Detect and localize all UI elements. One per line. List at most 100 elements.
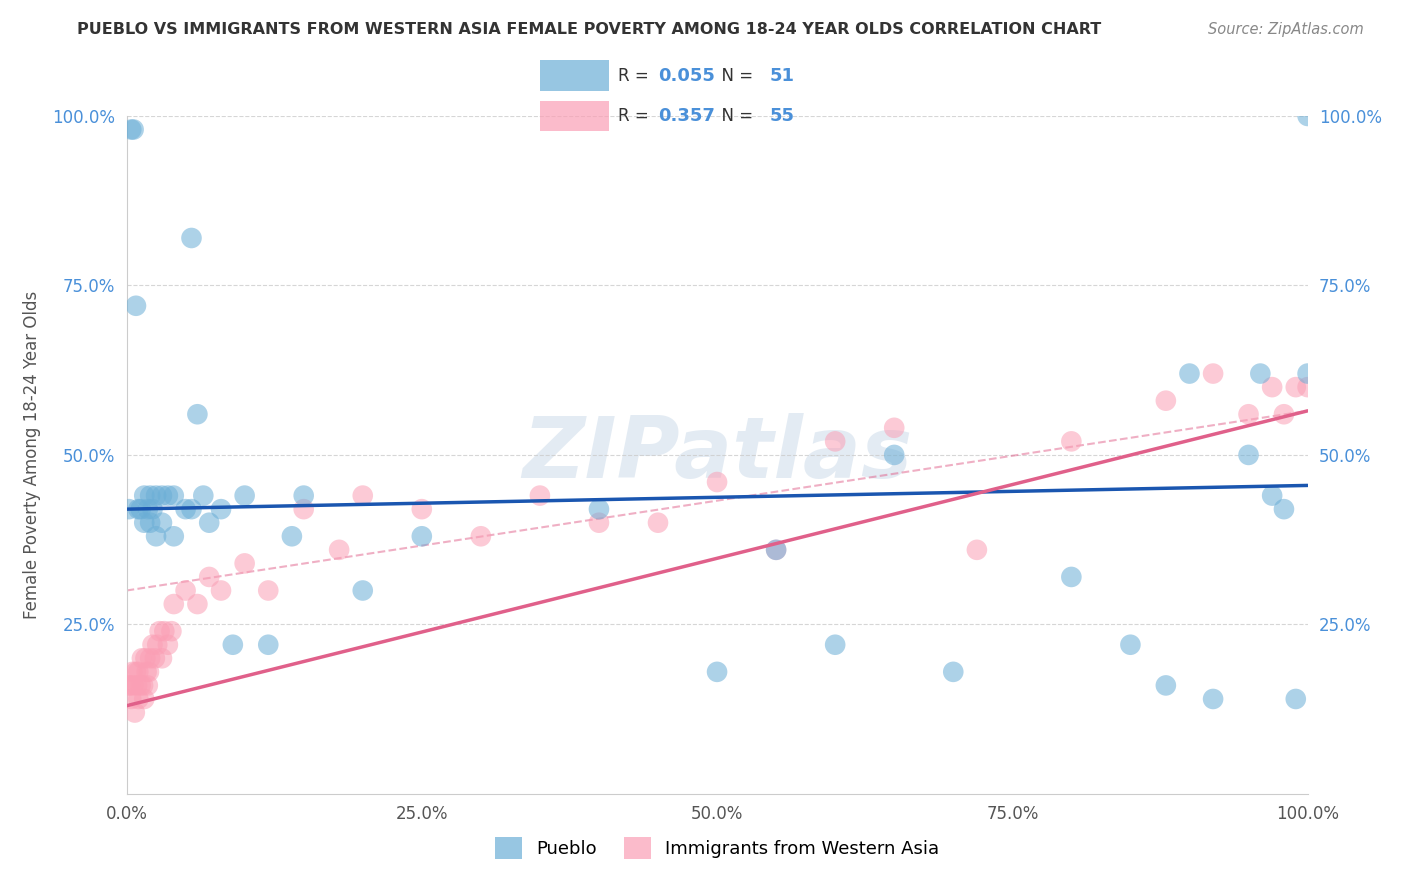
Text: R =: R = — [617, 107, 654, 125]
Point — [139, 651, 162, 665]
Point — [1060, 570, 1083, 584]
Text: Source: ZipAtlas.com: Source: ZipAtlas.com — [1208, 22, 1364, 37]
Point — [352, 489, 374, 503]
Point — [529, 489, 551, 503]
Point — [222, 638, 245, 652]
Point — [942, 665, 965, 679]
Point — [1285, 692, 1308, 706]
Point — [1178, 367, 1201, 381]
Point — [163, 489, 186, 503]
Point — [1296, 109, 1319, 123]
Point — [145, 529, 167, 543]
Point — [198, 516, 221, 530]
Point — [411, 529, 433, 543]
Point — [131, 651, 153, 665]
Text: N =: N = — [710, 107, 758, 125]
Point — [141, 502, 163, 516]
Point — [136, 502, 159, 516]
Point — [118, 678, 141, 692]
Point — [233, 489, 256, 503]
Point — [1296, 380, 1319, 394]
Point — [127, 502, 149, 516]
Point — [1285, 380, 1308, 394]
Point — [136, 678, 159, 692]
Point — [129, 502, 152, 516]
Point — [186, 407, 208, 421]
Point — [163, 529, 186, 543]
Point — [127, 692, 149, 706]
Text: R =: R = — [617, 67, 654, 85]
Point — [125, 665, 148, 679]
Point — [588, 502, 610, 516]
Point — [706, 475, 728, 489]
Point — [160, 624, 183, 639]
Point — [1060, 434, 1083, 449]
Point — [121, 665, 143, 679]
Point — [647, 516, 669, 530]
Point — [352, 583, 374, 598]
Point — [122, 122, 145, 136]
Point — [180, 231, 202, 245]
Point — [765, 542, 787, 557]
Point — [163, 597, 186, 611]
Point — [233, 557, 256, 571]
Point — [1249, 367, 1271, 381]
Point — [150, 489, 173, 503]
Point — [1272, 502, 1295, 516]
Point — [146, 638, 169, 652]
Point — [139, 489, 162, 503]
Point — [883, 448, 905, 462]
Point — [141, 638, 163, 652]
Point — [209, 583, 232, 598]
Point — [124, 706, 146, 720]
Point — [292, 502, 315, 516]
Point — [120, 678, 142, 692]
Point — [824, 638, 846, 652]
Point — [120, 692, 142, 706]
Point — [134, 692, 156, 706]
Point — [281, 529, 304, 543]
Point — [134, 651, 156, 665]
Point — [150, 651, 173, 665]
Point — [120, 122, 142, 136]
Text: PUEBLO VS IMMIGRANTS FROM WESTERN ASIA FEMALE POVERTY AMONG 18-24 YEAR OLDS CORR: PUEBLO VS IMMIGRANTS FROM WESTERN ASIA F… — [77, 22, 1101, 37]
Point — [1261, 380, 1284, 394]
Point — [257, 583, 280, 598]
Point — [127, 678, 149, 692]
Point — [1202, 367, 1225, 381]
Point — [1154, 678, 1177, 692]
Point — [1119, 638, 1142, 652]
Point — [139, 516, 162, 530]
Point — [156, 638, 179, 652]
Text: N =: N = — [710, 67, 758, 85]
Point — [1272, 407, 1295, 421]
Point — [883, 421, 905, 435]
Point — [135, 665, 157, 679]
Legend: Pueblo, Immigrants from Western Asia: Pueblo, Immigrants from Western Asia — [488, 830, 946, 866]
Point — [292, 489, 315, 503]
Point — [1261, 489, 1284, 503]
Point — [129, 678, 152, 692]
Point — [125, 299, 148, 313]
Point — [588, 516, 610, 530]
Point — [257, 638, 280, 652]
Point — [328, 542, 350, 557]
Point — [150, 516, 173, 530]
Point — [127, 665, 149, 679]
Y-axis label: Female Poverty Among 18-24 Year Olds: Female Poverty Among 18-24 Year Olds — [24, 291, 41, 619]
Point — [1296, 367, 1319, 381]
Point — [174, 502, 197, 516]
Point — [193, 489, 215, 503]
Point — [470, 529, 492, 543]
Point — [145, 489, 167, 503]
Point — [156, 489, 179, 503]
Point — [143, 651, 166, 665]
Point — [1237, 448, 1260, 462]
Point — [824, 434, 846, 449]
Text: ZIPatlas: ZIPatlas — [522, 413, 912, 497]
Point — [134, 516, 156, 530]
Text: 55: 55 — [769, 107, 794, 125]
Text: 0.055: 0.055 — [658, 67, 714, 85]
Text: 0.357: 0.357 — [658, 107, 714, 125]
Point — [411, 502, 433, 516]
